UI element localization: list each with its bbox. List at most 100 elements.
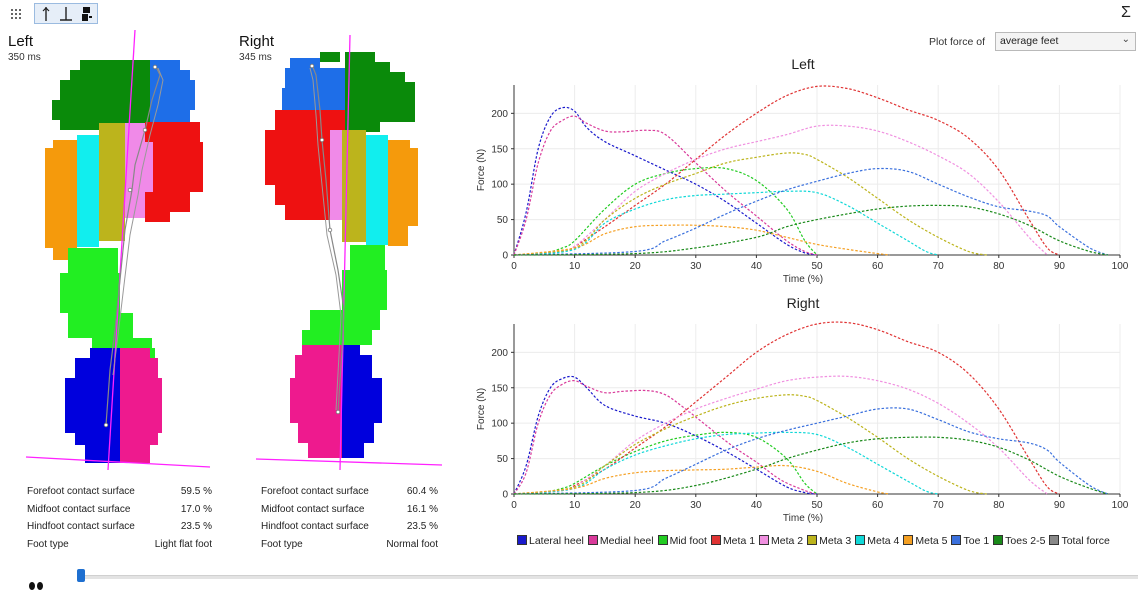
dotted-grid-icon[interactable] (11, 7, 23, 19)
right-series-medial-heel (513, 380, 818, 495)
left-x-tick-label: 70 (933, 261, 945, 272)
legend-item[interactable]: Toe 1 (951, 535, 989, 547)
right-x-tick-label: 40 (751, 500, 763, 511)
left-series-meta-1 (513, 85, 1060, 256)
legend-item[interactable]: Total force (1049, 535, 1110, 547)
right-foot-cop-path-2 (309, 67, 342, 411)
right-medial-heel-zone (290, 345, 342, 458)
foot-print-icon[interactable] (77, 5, 95, 23)
left-foot-stats: Forefoot contact surface 59.5 % Midfoot … (27, 486, 212, 556)
line-perpendicular-icon[interactable] (57, 5, 75, 23)
legend-swatch (587, 535, 598, 545)
right-y-tick-label: 150 (491, 383, 508, 394)
left-y-tick-label: 50 (497, 215, 509, 226)
legend-item[interactable]: Meta 5 (903, 535, 947, 547)
left-series-lateral-heel (513, 106, 818, 256)
left-meta1-zone (145, 122, 203, 222)
right-y-tick-label: 200 (491, 348, 508, 359)
right-lateral-heel-zone (342, 345, 382, 458)
left-x-tick-label: 90 (1054, 261, 1066, 272)
footsteps-icon[interactable] (27, 579, 47, 591)
right-foot-pressure-map[interactable] (250, 30, 450, 470)
right-x-tick-label: 10 (569, 500, 581, 511)
legend-item[interactable]: Mid foot (657, 535, 707, 547)
legend-item[interactable]: Meta 1 (710, 535, 755, 547)
timeline-slider-thumb[interactable] (77, 569, 85, 582)
legend-label: Toes 2-5 (1005, 535, 1046, 547)
left-series-meta-2 (513, 124, 1048, 256)
left-force-chart: Left 0 10 20 30 40 50 60 70 80 90 100 0 50 100 150 200 Ti… (476, 56, 1129, 285)
left-stat-row: Midfoot contact surface 17.0 % (27, 504, 212, 518)
legend-swatch (710, 535, 721, 545)
right-cop-point (327, 227, 333, 233)
right-force-chart: Right 0 10 20 30 40 50 60 70 80 90 100 0 50 100 150 200 T… (476, 295, 1129, 524)
left-stat-value: 59.5 % (180, 486, 212, 497)
left-x-tick-label: 40 (751, 261, 763, 272)
left-stat-row: Foot type Light flat foot (27, 539, 212, 553)
line-up-icon[interactable] (37, 5, 55, 23)
legend-item[interactable]: Toes 2-5 (993, 535, 1045, 547)
left-y-tick-label: 200 (491, 109, 508, 120)
legend-item[interactable]: Medial heel (587, 535, 654, 547)
legend-item[interactable]: Meta 2 (759, 535, 803, 547)
left-series-toes-2-5 (513, 204, 1109, 256)
legend-swatch (1049, 535, 1060, 545)
right-meta5-zone (388, 140, 418, 246)
right-series-meta-1 (513, 321, 1060, 495)
left-series-toe-1 (513, 167, 1109, 256)
legend-swatch (951, 535, 962, 545)
legend-label: Medial heel (599, 535, 654, 547)
left-foot-title: Left (8, 33, 34, 50)
chevron-down-icon: ⌄ (1121, 34, 1130, 45)
right-cop-point (309, 63, 315, 69)
left-series-mid-foot (513, 166, 818, 256)
right-x-tick-label: 60 (872, 500, 884, 511)
left-foot-pressure-map[interactable] (20, 30, 220, 470)
right-stat-label: Foot type (261, 539, 303, 550)
right-series-meta-2 (513, 375, 1048, 495)
left-x-axis-label: Time (%) (783, 274, 823, 285)
legend-label: Lateral heel (529, 535, 584, 547)
right-series-toe-1 (513, 407, 1109, 495)
toolbar: Σ (0, 0, 1140, 26)
legend-label: Total force (1061, 535, 1110, 547)
legend-item[interactable]: Meta 3 (807, 535, 851, 547)
legend-swatch (807, 535, 818, 545)
legend-item[interactable]: Lateral heel (517, 535, 584, 547)
legend-swatch (855, 535, 866, 545)
right-x-tick-label: 30 (690, 500, 702, 511)
right-meta2-zone (330, 130, 342, 220)
sum-button[interactable]: Σ (1121, 4, 1131, 21)
left-x-tick-label: 10 (569, 261, 581, 272)
left-y-axis-label: Force (N) (476, 149, 487, 191)
plot-force-select[interactable]: average feet ⌄ (995, 32, 1136, 51)
right-midfoot-zone (302, 245, 387, 345)
left-foot-cop-path-2 (112, 67, 164, 376)
right-stat-value: 23.5 % (406, 521, 438, 532)
legend-item[interactable]: Meta 4 (855, 535, 899, 547)
right-stat-value: 16.1 % (406, 503, 438, 515)
left-foot-base-line (25, 456, 211, 468)
right-series-mid-foot (513, 431, 818, 495)
right-foot-axis-line (339, 34, 351, 470)
legend-swatch (993, 535, 1004, 545)
right-x-tick-label: 70 (933, 500, 945, 511)
right-cop-point (319, 137, 325, 143)
right-x-tick-label: 50 (811, 500, 823, 511)
left-stat-label: Forefoot contact surface (27, 486, 135, 497)
left-cop-point (152, 64, 158, 70)
right-toe1-zone (282, 58, 345, 110)
left-cop-point (103, 422, 109, 428)
right-toes-zone (320, 52, 415, 132)
timeline-slider-track[interactable] (82, 575, 1138, 579)
right-stat-row: Forefoot contact surface 60.4 % (261, 486, 438, 500)
right-chart-title: Right (787, 295, 820, 311)
right-stat-label: Hindfoot contact surface (261, 521, 369, 532)
left-x-tick-label: 20 (630, 261, 642, 272)
left-stat-value: 17.0 % (180, 503, 212, 515)
left-y-tick-label: 100 (491, 180, 508, 191)
right-stat-label: Forefoot contact surface (261, 486, 369, 497)
right-stat-row: Foot type Normal foot (261, 539, 438, 553)
right-foot-stats: Forefoot contact surface 60.4 % Midfoot … (261, 486, 438, 556)
right-x-axis-label: Time (%) (783, 513, 823, 524)
